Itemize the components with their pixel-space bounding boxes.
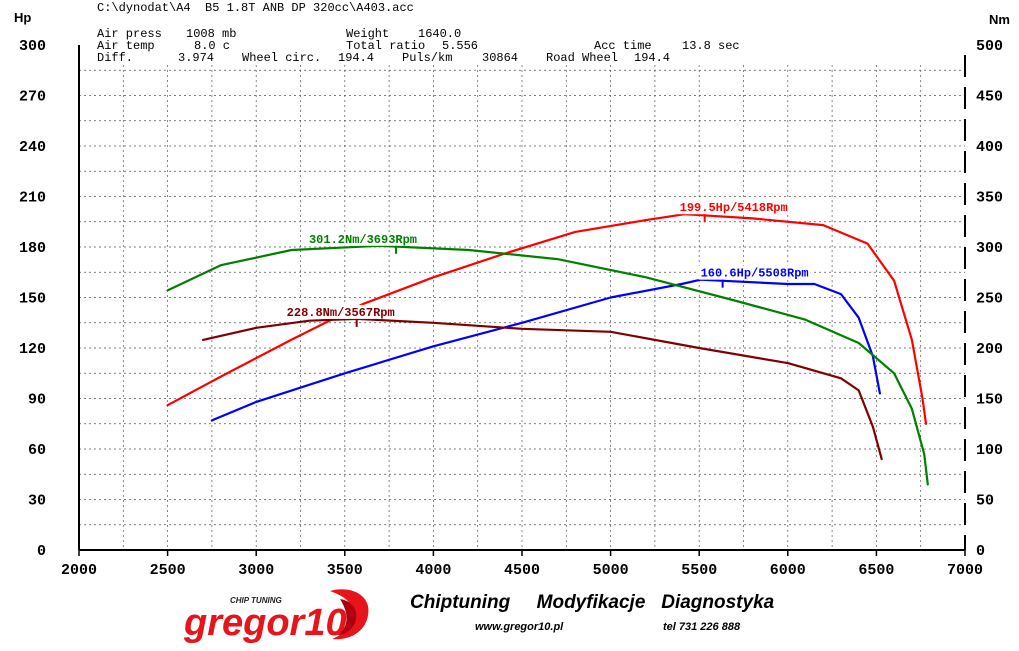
y-left-unit: Hp	[14, 10, 31, 25]
y-left-tick-label: 300	[19, 38, 46, 55]
gregor10-logo: CHIP TUNING gregor10	[183, 589, 369, 644]
diff-value: 3.974	[178, 51, 215, 65]
puls-value: 30864	[482, 51, 519, 65]
peak-label: 228.8Nm/3567Rpm	[287, 306, 395, 320]
y-left-tick-label: 210	[19, 190, 46, 207]
weight-value: 1640.0	[418, 27, 462, 41]
peak-label-bg	[677, 200, 790, 215]
services-text: Chiptuning Modyfikacje Diagnostyka	[410, 592, 775, 613]
air-press-label: Air press	[97, 27, 162, 41]
x-tick-label: 6000	[770, 562, 806, 579]
x-tick-label: 7000	[947, 562, 983, 579]
weight-label: Weight	[346, 27, 390, 41]
x-tick-label: 3000	[238, 562, 274, 579]
diff-label: Diff.	[97, 51, 134, 65]
y-right-tick-label: 300	[976, 240, 1003, 257]
y-right-tick-label: 500	[976, 38, 1003, 55]
y-right-tick-label: 50	[976, 493, 994, 510]
x-tick-label: 4000	[415, 562, 451, 579]
peak-label: 199.5Hp/5418Rpm	[680, 201, 788, 215]
y-right-tick-label: 400	[976, 139, 1003, 156]
x-tick-label: 5000	[593, 562, 629, 579]
y-left-tick-label: 0	[37, 543, 46, 560]
total-ratio-value: 5.556	[442, 39, 479, 53]
x-tick-label: 4500	[504, 562, 540, 579]
peak-label-bg	[284, 304, 397, 319]
peak-label: 301.2Nm/3693Rpm	[309, 233, 417, 247]
y-left-tick-label: 90	[28, 392, 46, 409]
x-tick-label: 5500	[681, 562, 717, 579]
x-tick-label: 2000	[61, 562, 97, 579]
wheel-torque-curve	[201, 317, 883, 461]
grid	[79, 65, 965, 550]
y-left-tick-label: 150	[19, 291, 46, 308]
total-ratio-label: Total ratio	[346, 39, 426, 53]
peak-label-bg	[698, 265, 811, 280]
axes: 2000 2500 3000 3500 4000 4500 5000 5500 6000 6500…	[14, 10, 1010, 579]
air-temp-value: 8.0 c	[194, 39, 231, 53]
y-right-tick-label: 150	[976, 392, 1003, 409]
y-right-tick-label: 350	[976, 190, 1003, 207]
road-wheel-value: 194.4	[634, 51, 671, 65]
website-text: www.gregor10.pl	[475, 621, 564, 633]
torque-curve	[166, 244, 929, 486]
air-temp-label: Air temp	[97, 39, 155, 53]
x-tick-label: 2500	[150, 562, 186, 579]
wheel-circ-label: Wheel circ.	[242, 51, 322, 65]
acc-time-label: Acc time	[594, 39, 652, 53]
y-left-tick-label: 270	[19, 89, 46, 106]
x-tick-label: 6500	[858, 562, 894, 579]
y-right-unit: Nm	[989, 12, 1010, 27]
y-right-tick-label: 100	[976, 442, 1003, 459]
y-right-tick-label: 450	[976, 89, 1003, 106]
file-path: C:\dynodat\A4 B5 1.8T ANB DP 320cc\A403.…	[97, 1, 414, 15]
acc-time-value: 13.8 sec	[682, 39, 740, 53]
series-group: 199.5Hp/5418Rpm 160.6Hp/5508Rpm 301.2Nm/36…	[166, 200, 929, 486]
logo-tagline: CHIP TUNING	[230, 596, 282, 605]
y-left-tick-label: 180	[19, 240, 46, 257]
y-left-tick-label: 60	[28, 442, 46, 459]
air-press-value: 1008 mb	[186, 27, 237, 41]
power-curve	[166, 213, 928, 425]
phone-text: tel 731 226 888	[663, 621, 741, 633]
logo-text: gregor10	[183, 602, 347, 644]
y-left-tick-label: 240	[19, 139, 46, 156]
road-wheel-label: Road Wheel	[546, 51, 619, 65]
wheel-power-curve	[210, 278, 882, 422]
y-right-tick-label: 250	[976, 291, 1003, 308]
x-tick-label: 3500	[327, 562, 363, 579]
y-right-tick-label: 0	[976, 543, 985, 560]
y-right-tick-label: 200	[976, 341, 1003, 358]
wheel-circ-value: 194.4	[338, 51, 375, 65]
y-left-tick-label: 30	[28, 493, 46, 510]
y-left-tick-label: 120	[19, 341, 46, 358]
peak-label-bg	[306, 231, 419, 246]
puls-label: Puls/km	[402, 51, 453, 65]
peak-label: 160.6Hp/5508Rpm	[701, 267, 809, 281]
